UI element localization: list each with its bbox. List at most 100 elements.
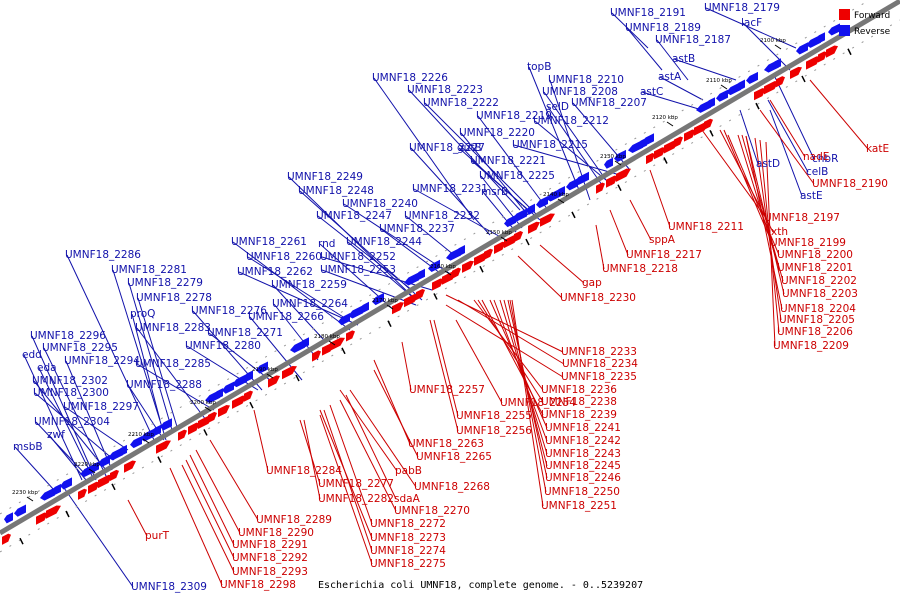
reverse-gene[interactable] (372, 292, 384, 306)
forward-gene[interactable] (208, 411, 217, 424)
reverse-gene[interactable] (222, 381, 234, 394)
reverse-gene-label[interactable]: UMNF18_2276 (191, 305, 267, 317)
reverse-gene[interactable] (360, 301, 369, 313)
forward-gene[interactable] (452, 267, 461, 279)
forward-gene[interactable] (46, 505, 61, 519)
reverse-gene-label[interactable]: topB (527, 61, 551, 73)
reverse-gene-label[interactable]: UMNF18_2232 (404, 210, 480, 222)
reverse-gene[interactable] (512, 208, 527, 222)
reverse-gene[interactable] (52, 483, 61, 496)
forward-gene-label[interactable]: UMNF18_2230 (560, 292, 636, 304)
reverse-gene-label[interactable]: UMNF18_2259 (271, 279, 347, 291)
forward-gene[interactable] (704, 118, 713, 130)
reverse-gene-label[interactable]: UMNF18_2286 (65, 249, 141, 261)
reverse-gene-label[interactable]: UMNF18_2297 (63, 401, 139, 413)
forward-gene[interactable] (462, 260, 474, 273)
forward-gene-label[interactable]: UMNF18_2289 (256, 514, 332, 526)
forward-gene-label[interactable]: UMNF18_2265 (416, 451, 492, 463)
forward-gene-label[interactable]: UMNF18_2274 (370, 545, 446, 557)
reverse-gene-label[interactable]: celB (806, 166, 828, 178)
forward-gene-label[interactable]: UMNF18_2254 (500, 397, 576, 409)
reverse-gene-label[interactable]: UMNF18_2212 (533, 115, 609, 127)
reverse-gene[interactable] (130, 435, 142, 449)
forward-gene[interactable] (346, 330, 355, 342)
reverse-gene[interactable] (140, 428, 155, 442)
forward-gene[interactable] (684, 129, 696, 142)
forward-gene-label[interactable]: UMNF18_2255 (456, 410, 532, 422)
reverse-gene-label[interactable]: UMNF18_2248 (298, 185, 374, 197)
forward-gene-label[interactable]: gap (582, 277, 602, 289)
forward-gene-label[interactable]: pabB (395, 465, 422, 477)
forward-gene[interactable] (790, 66, 802, 80)
reverse-gene-label[interactable]: UMNF18_2222 (423, 97, 499, 109)
forward-gene-label[interactable]: UMNF18_2239 (541, 409, 617, 421)
reverse-gene[interactable] (736, 79, 745, 91)
forward-gene-label[interactable]: UMNF18_2263 (408, 438, 484, 450)
forward-gene[interactable] (124, 460, 136, 473)
reverse-gene[interactable] (614, 149, 626, 163)
reverse-gene-label[interactable]: UMNF18_2237 (379, 223, 455, 235)
reverse-gene[interactable] (118, 444, 127, 456)
reverse-gene[interactable] (348, 305, 363, 319)
forward-gene[interactable] (616, 168, 631, 182)
reverse-gene[interactable] (232, 373, 247, 388)
forward-gene-label[interactable]: UMNF18_2199 (770, 237, 846, 249)
forward-gene-label[interactable]: UMNF18_2284 (266, 465, 342, 477)
reverse-gene-label[interactable]: UMNF18_2244 (346, 236, 422, 248)
reverse-gene[interactable] (4, 512, 13, 524)
forward-gene-label[interactable]: UMNF18_2245 (545, 460, 621, 472)
forward-gene-label[interactable]: nadE (803, 151, 829, 163)
forward-gene-label[interactable]: UMNF18_2275 (370, 558, 446, 570)
forward-gene[interactable] (528, 221, 540, 234)
reverse-gene-label[interactable]: UMNF18_2294 (64, 355, 140, 367)
reverse-gene[interactable] (60, 477, 72, 490)
reverse-gene-label[interactable]: UMNF18_2220 (459, 127, 535, 139)
forward-gene-label[interactable]: UMNF18_2257 (409, 384, 485, 396)
reverse-gene-label[interactable]: UMNF18_2208 (542, 86, 618, 98)
forward-gene-label[interactable]: UMNF18_2203 (782, 288, 858, 300)
reverse-gene-label[interactable]: UMNF18_2309 (131, 581, 207, 593)
forward-gene-label[interactable]: UMNF18_2209 (773, 340, 849, 352)
forward-gene-label[interactable]: UMNF18_2293 (232, 566, 308, 578)
reverse-gene-label[interactable]: msbB (13, 441, 43, 453)
reverse-gene-label[interactable]: lacF (741, 17, 762, 29)
reverse-gene[interactable] (816, 32, 825, 44)
forward-gene-label[interactable]: UMNF18_2206 (777, 326, 853, 338)
forward-gene[interactable] (98, 474, 113, 489)
forward-gene-label[interactable]: UMNF18_2246 (545, 472, 621, 484)
forward-gene-label[interactable]: UMNF18_2282 (318, 493, 394, 505)
reverse-gene-label[interactable]: UMNF18_2210 (548, 74, 624, 86)
forward-gene[interactable] (416, 288, 425, 301)
reverse-gene[interactable] (338, 313, 350, 326)
forward-gene-label[interactable]: UMNF18_2251 (541, 500, 617, 512)
reverse-gene[interactable] (416, 268, 425, 280)
reverse-gene[interactable] (574, 171, 589, 185)
reverse-gene-label[interactable]: UMNF18_2253 (320, 264, 396, 276)
forward-gene-label[interactable]: UMNF18_2270 (394, 505, 470, 517)
reverse-gene[interactable] (716, 89, 728, 102)
forward-gene-label[interactable]: UMNF18_2217 (626, 249, 702, 261)
forward-gene-label[interactable]: UMNF18_2236 (541, 384, 617, 396)
reverse-gene-label[interactable]: UMNF18_2302 (32, 375, 108, 387)
reverse-gene-label[interactable]: UMNF18_2249 (287, 171, 363, 183)
reverse-gene[interactable] (244, 370, 253, 382)
reverse-gene-label[interactable]: UMNF18_2288 (126, 379, 202, 391)
forward-gene[interactable] (282, 366, 297, 380)
reverse-gene-label[interactable]: UMNF18_2221 (470, 155, 546, 167)
forward-gene[interactable] (606, 175, 618, 188)
reverse-gene[interactable] (536, 195, 548, 209)
reverse-gene-label[interactable]: UMNF18_2262 (237, 266, 313, 278)
reverse-gene-label[interactable]: UMNF18_2223 (407, 84, 483, 96)
forward-gene-label[interactable]: sppA (649, 234, 676, 246)
forward-gene[interactable] (330, 337, 345, 351)
reverse-gene[interactable] (526, 203, 535, 215)
forward-gene[interactable] (514, 231, 523, 243)
forward-gene[interactable] (110, 469, 119, 481)
reverse-gene-label[interactable]: UMNF18_2264 (272, 298, 348, 310)
reverse-gene-label[interactable]: chbR (812, 153, 838, 165)
forward-gene-label[interactable]: UMNF18_2277 (318, 478, 394, 490)
forward-gene-label[interactable]: UMNF18_2272 (370, 518, 446, 530)
forward-gene-label[interactable]: UMNF18_2242 (545, 435, 621, 447)
forward-gene-label[interactable]: UMNF18_2241 (545, 422, 621, 434)
reverse-gene-label[interactable]: UMNF18_2219 (476, 110, 552, 122)
